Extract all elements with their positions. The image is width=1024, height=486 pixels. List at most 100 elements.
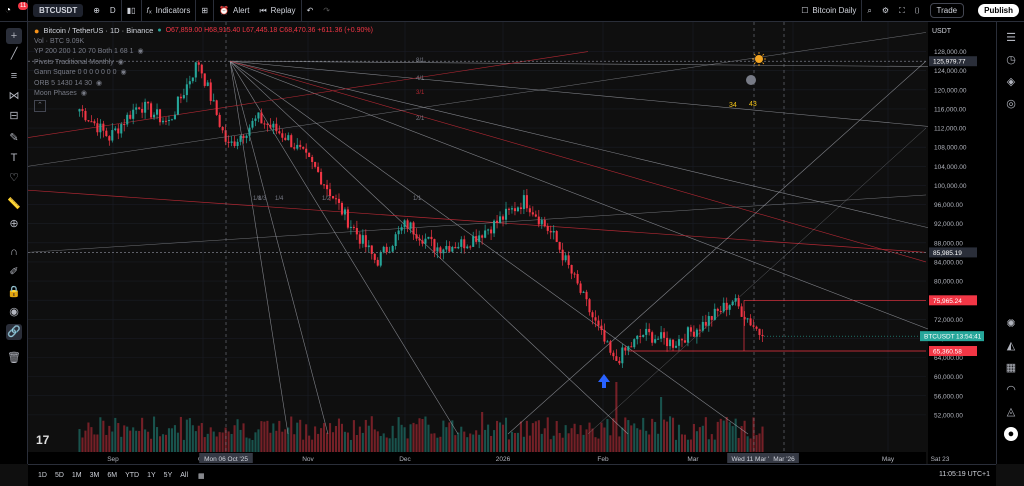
- candle-body: [218, 114, 221, 127]
- gann-ratio-label: 4/1: [416, 76, 425, 82]
- range-1d[interactable]: 1D: [38, 472, 47, 479]
- chart-pane[interactable]: USDT 128,000.00 124,000.00 120,000.00 116,00…: [28, 22, 996, 464]
- time-axis: SepOctNovDec2026FebMarAprMayMon 06 Oct '…: [28, 452, 950, 464]
- eye-icon[interactable]: ◉: [120, 69, 127, 76]
- volume-bar: [716, 421, 719, 452]
- volume-bar: [290, 416, 293, 452]
- candle-body: [120, 124, 123, 134]
- range-all[interactable]: All: [180, 472, 189, 479]
- candle-body: [519, 207, 522, 210]
- range-3m[interactable]: 3M: [89, 472, 100, 479]
- magnet-tool[interactable]: ∩: [6, 244, 22, 260]
- stay-drawing-tool[interactable]: ✐: [6, 264, 22, 280]
- help-button[interactable]: ●: [1003, 426, 1019, 442]
- crosshair-time-label: Mar '26: [773, 456, 795, 463]
- trendline-tool[interactable]: ╱: [6, 46, 22, 62]
- candle-body: [161, 120, 165, 123]
- volume-bar: [206, 433, 209, 452]
- text-tool[interactable]: T: [6, 150, 22, 166]
- undo-button[interactable]: ↶: [302, 0, 319, 22]
- notifications-button[interactable]: ◬: [1003, 404, 1019, 420]
- remove-drawings-tool[interactable]: 🗑: [6, 350, 22, 366]
- gann-ratio-label: 1/3: [258, 196, 267, 202]
- volume-bar: [621, 427, 624, 452]
- candle-body: [141, 108, 144, 113]
- candle-body: [176, 96, 179, 115]
- fib-tool[interactable]: ≡: [6, 68, 22, 84]
- object-tree-button[interactable]: ◈: [1003, 74, 1019, 90]
- interval-button[interactable]: D: [105, 0, 122, 22]
- eye-icon[interactable]: ◉: [80, 90, 87, 97]
- tradingview-menu-button[interactable]: ◔ 11: [0, 0, 29, 22]
- time-tick-label: Nov: [302, 456, 314, 463]
- calendar-button[interactable]: ▦: [1003, 360, 1019, 376]
- zoom-tool[interactable]: ⊕: [6, 216, 22, 232]
- range-1y[interactable]: 1Y: [147, 472, 156, 479]
- chart-type-button[interactable]: ▮▯: [122, 0, 142, 22]
- redo-button[interactable]: ↷: [318, 0, 335, 22]
- layout-button[interactable]: ☐ Bitcoin Daily: [796, 0, 863, 22]
- sync-drawings-tool[interactable]: 🔗: [6, 324, 22, 340]
- streams-button[interactable]: ◠: [1003, 382, 1019, 398]
- hotlists-button[interactable]: ✺: [1003, 316, 1019, 332]
- volume-bar: [600, 422, 603, 452]
- hide-drawings-tool[interactable]: ◉: [6, 304, 22, 320]
- trade-button[interactable]: Trade: [925, 0, 974, 22]
- measure-tool[interactable]: 📏: [6, 196, 22, 212]
- volume-bar: [651, 418, 654, 452]
- watchlist-button[interactable]: ☰: [1003, 30, 1019, 46]
- icon-tool[interactable]: ♡: [6, 170, 22, 186]
- pattern-tool[interactable]: ⋈: [6, 88, 22, 104]
- eye-icon[interactable]: ◉: [96, 79, 103, 87]
- symbol-search[interactable]: BTCUSDT: [28, 0, 88, 22]
- candle-body: [221, 126, 224, 131]
- lock-drawings-tool[interactable]: 🔒: [6, 284, 22, 300]
- volume-bar: [540, 433, 543, 452]
- candle-body: [701, 321, 704, 331]
- prediction-tool[interactable]: ⊟: [6, 108, 22, 124]
- volume-bar: [164, 434, 168, 452]
- quick-search-button[interactable]: ⌕: [862, 0, 876, 22]
- calendar-range-icon[interactable]: ▦: [198, 472, 205, 480]
- candle-body: [600, 325, 603, 331]
- templates-button[interactable]: ⊞: [196, 0, 215, 22]
- volume-bar: [120, 436, 123, 452]
- candle-body: [215, 100, 218, 115]
- range-1m[interactable]: 1M: [71, 472, 82, 479]
- indicators-button[interactable]: 𝑓ₓ Indicators: [142, 0, 197, 22]
- range-5y[interactable]: 5Y: [163, 472, 173, 479]
- replay-button[interactable]: ⏮ Replay: [254, 0, 302, 22]
- candle-body: [516, 207, 519, 212]
- candle-body: [164, 120, 168, 122]
- candle-body: [531, 212, 534, 215]
- chart-canvas[interactable]: USDT 128,000.00 124,000.00 120,000.00 116,00…: [28, 22, 996, 464]
- compare-button[interactable]: ⊕: [88, 0, 105, 22]
- snapshot-button[interactable]: ⌷: [910, 0, 925, 22]
- volume-bar: [683, 434, 687, 452]
- range-6m[interactable]: 6M: [107, 472, 118, 479]
- crosshair-tool[interactable]: +: [6, 28, 22, 44]
- ideas-button[interactable]: ◭: [1003, 338, 1019, 354]
- gann-rising-line: [587, 127, 927, 435]
- brush-tool[interactable]: ✎: [6, 130, 22, 146]
- candle-body: [513, 208, 516, 212]
- fullscreen-button[interactable]: ⛶: [894, 0, 910, 22]
- alert-button[interactable]: ⏰ Alert: [214, 0, 254, 22]
- collapse-legend-button[interactable]: ⌃: [34, 99, 46, 112]
- volume-bar: [418, 418, 421, 452]
- volume-bar: [531, 423, 534, 452]
- eye-icon[interactable]: ◉: [117, 58, 124, 66]
- volume-bar: [445, 427, 448, 452]
- alerts-button[interactable]: ◷: [1003, 52, 1019, 68]
- range-5d[interactable]: 5D: [54, 472, 64, 479]
- time-tick-label: Dec: [399, 456, 411, 463]
- range-ytd[interactable]: YTD: [125, 472, 140, 479]
- volume-bar: [561, 437, 564, 452]
- data-window-button[interactable]: ◎: [1003, 96, 1019, 112]
- candle-body: [352, 226, 355, 228]
- settings-button[interactable]: ⚙: [877, 0, 894, 22]
- candle-body: [373, 253, 376, 260]
- eye-icon[interactable]: ◉: [137, 48, 144, 55]
- publish-button[interactable]: Publish: [973, 0, 1024, 22]
- symbol-search-input[interactable]: BTCUSDT: [33, 4, 84, 17]
